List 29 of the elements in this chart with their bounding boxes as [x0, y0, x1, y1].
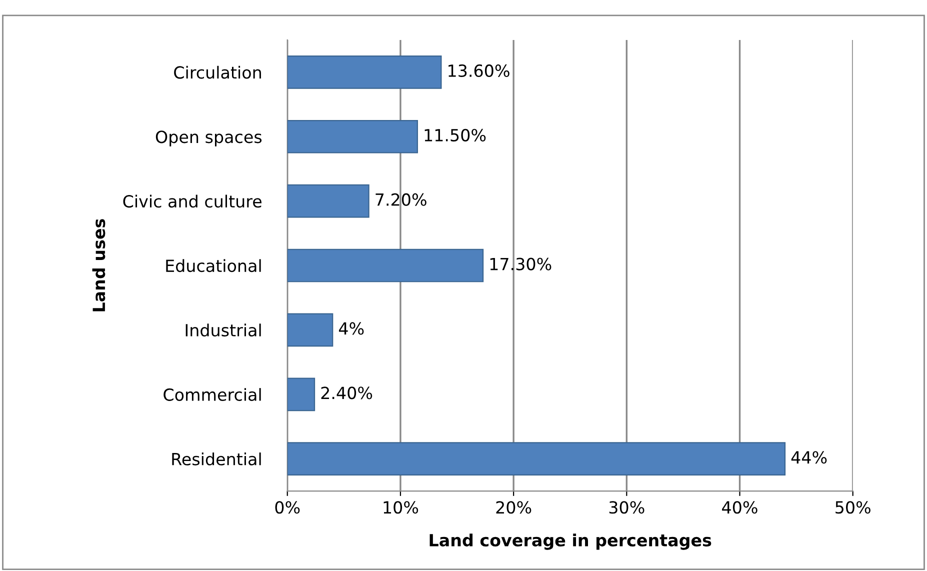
bar: [287, 56, 442, 89]
y-tick-label: Commercial: [164, 388, 261, 401]
data-label: 13.60%: [448, 64, 510, 78]
x-tick-label: 50%: [836, 501, 870, 514]
y-tick-label: Educational: [166, 259, 261, 272]
bar: [287, 120, 418, 154]
y-axis-title: Land uses: [92, 219, 106, 312]
data-label: 2.40%: [321, 386, 372, 400]
y-tick-label: Circulation: [174, 66, 261, 79]
data-label: 11.50%: [424, 128, 486, 142]
y-tick-label: Civic and culture: [123, 194, 262, 208]
x-tick-label: 20%: [496, 501, 532, 514]
data-label: 7.20%: [376, 193, 426, 206]
bar: [287, 248, 484, 282]
x-tick-label: 10%: [384, 501, 418, 514]
y-tick-label: Industrial: [186, 324, 261, 337]
data-label: 44%: [791, 451, 827, 464]
x-tick-label: 30%: [609, 501, 644, 514]
bar: [287, 184, 370, 218]
x-axis-title: Land coverage in percentages: [430, 534, 712, 550]
x-tick-label: 40%: [722, 501, 758, 514]
bar: [287, 442, 786, 476]
y-tick-label: Open spaces: [156, 130, 262, 146]
bar: [287, 313, 334, 347]
y-tick-label: Residential: [172, 452, 261, 466]
data-label: 4%: [338, 322, 364, 335]
x-tick-label: 0%: [275, 501, 300, 514]
bar: [287, 378, 316, 412]
data-label: 17.30%: [490, 258, 552, 270]
